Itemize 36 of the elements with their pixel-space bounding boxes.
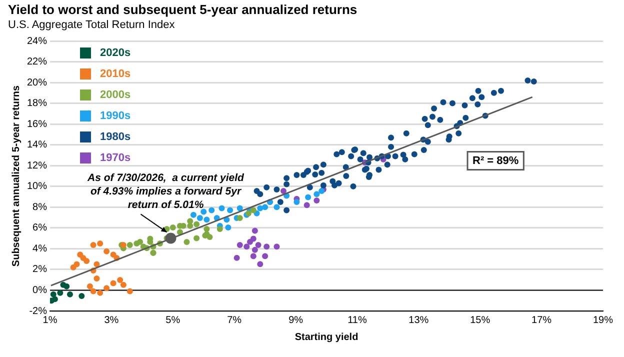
y-tick-label: 10%: [27, 181, 48, 192]
y-tick-label: 22%: [27, 56, 48, 68]
x-tick-label: 9%: [288, 314, 304, 326]
y-tick-label: 8%: [32, 202, 48, 213]
x-tick-label: 1%: [42, 314, 58, 326]
x-tick-label: 7%: [227, 314, 242, 326]
y-tick-label: 20%: [27, 77, 48, 88]
chart-subtitle: U.S. Aggregate Total Return Index: [8, 18, 176, 32]
x-tick-label: 17%: [532, 314, 552, 326]
legend-label: 2000s: [100, 89, 131, 102]
x-tick-label: 11%: [348, 314, 367, 326]
legend-label: 2020s: [100, 47, 131, 60]
x-tick-label: 3%: [104, 314, 119, 326]
x-axis-title: Starting yield: [294, 332, 358, 343]
y-tick-label: 2%: [32, 264, 48, 276]
y-axis-title: Subsequent annualized 5-year returns: [10, 84, 22, 267]
y-tick-label: 0%: [32, 284, 48, 296]
y-tick-label: 6%: [32, 222, 48, 234]
x-tick-label: 15%: [470, 314, 490, 326]
y-tick-label: 18%: [27, 98, 48, 110]
legend-label: 1990s: [100, 110, 131, 122]
x-tick-label: 19%: [592, 314, 614, 326]
y-tick-label: 16%: [27, 118, 48, 130]
legend-label: 1970s: [100, 152, 131, 164]
x-tick-label: 13%: [408, 314, 429, 326]
y-tick-label: 4%: [32, 243, 48, 254]
legend-label: 1980s: [100, 131, 131, 144]
chart-title: Yield to worst and subsequent 5-year annualized returns: [8, 2, 358, 18]
y-tick-label: 24%: [27, 36, 48, 47]
y-tick-label: 14%: [27, 140, 48, 151]
annotation: As of 7/30/2026, a current yield of 4.93% implies a forward 5yr return of 5.01%: [86, 172, 245, 211]
legend-label: 2010s: [100, 68, 131, 80]
y-tick-label: -2%: [29, 306, 48, 317]
x-tick-label: 5%: [166, 314, 180, 326]
y-tick-label: 12%: [27, 160, 48, 172]
annotation: R² = 89%: [472, 155, 519, 168]
